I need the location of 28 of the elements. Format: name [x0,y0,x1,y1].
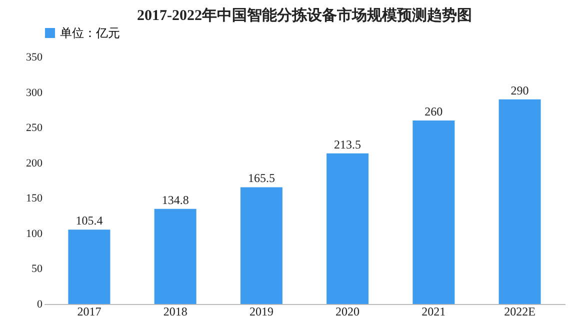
x-tick-label: 2021 [422,304,446,318]
x-tick-label: 2017 [77,304,102,318]
x-tick-label: 2019 [249,304,274,318]
data-label: 290 [510,83,529,98]
bar [240,187,282,304]
data-label: 213.5 [334,137,362,152]
bar [68,230,110,304]
y-tick-label: 50 [32,263,43,276]
y-tick-label: 300 [26,86,43,99]
y-tick-label: 200 [26,157,43,170]
chart-title: 2017-2022年中国智能分拣设备市场规模预测趋势图 [137,6,472,24]
x-tick-label: 2018 [163,304,188,318]
data-label: 134.8 [162,192,189,207]
x-tick-label: 2020 [336,304,360,318]
data-label: 105.4 [76,214,103,228]
data-label: 260 [424,104,443,119]
y-tick-label: 250 [26,122,43,134]
legend-label: 单位：亿元 [60,26,120,40]
y-tick-label: 0 [37,298,43,310]
y-tick-label: 100 [26,228,43,240]
bar [498,99,541,304]
y-tick-label: 150 [26,192,43,205]
bar [412,120,455,304]
bar [326,153,369,304]
x-tick-label: 2022E [504,304,536,318]
y-tick-label: 350 [26,52,43,64]
data-label: 165.5 [248,171,275,186]
bar [154,208,196,304]
